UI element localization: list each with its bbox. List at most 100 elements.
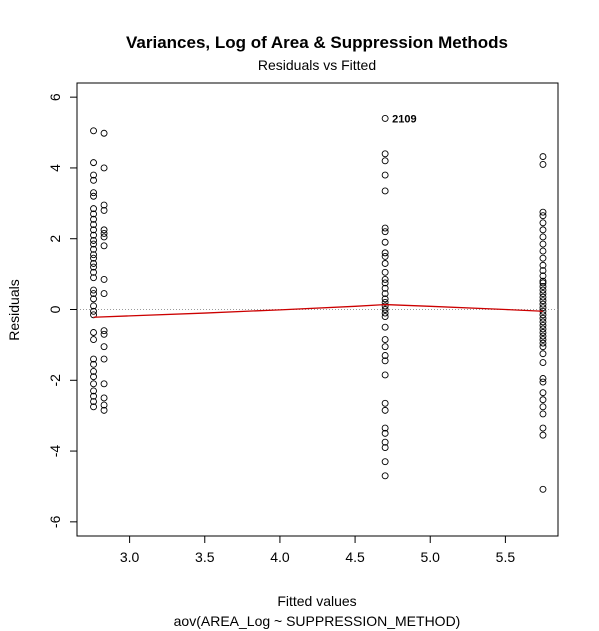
data-point: [539, 240, 547, 248]
data-point: [90, 254, 97, 262]
data-point: [90, 215, 97, 223]
data-point: [381, 275, 389, 283]
data-point: [381, 458, 389, 466]
data-point: [539, 293, 547, 301]
data-point: [100, 327, 108, 335]
data-point: [381, 249, 389, 257]
data-point: [381, 279, 389, 287]
data-point: [539, 277, 547, 285]
x-tick-label: 3.0: [120, 549, 140, 565]
x-tick-label: 4.0: [270, 549, 290, 565]
data-point: [539, 396, 547, 404]
data-point: [90, 290, 97, 298]
data-point: [539, 485, 547, 493]
data-point: [381, 114, 389, 122]
data-point: [539, 318, 547, 326]
data-point: [381, 228, 389, 236]
data-point: [90, 307, 97, 315]
data-point: [381, 399, 389, 407]
data-point: [381, 302, 389, 310]
data-point: [100, 406, 108, 414]
data-point: [539, 359, 547, 367]
data-point: [381, 371, 389, 379]
data-point: [539, 332, 547, 340]
data-point: [381, 252, 389, 260]
data-point: [381, 298, 389, 306]
data-point: [539, 247, 547, 255]
data-point: [539, 410, 547, 418]
data-point: [381, 260, 389, 267]
data-point: [539, 219, 547, 227]
y-tick-label: 2: [47, 235, 63, 243]
data-point: [381, 406, 389, 414]
y-tick-label: -4: [47, 445, 63, 458]
data-point: [100, 394, 108, 402]
chart-title: Variances, Log of Area & Suppression Met…: [126, 33, 508, 52]
data-point: [90, 260, 97, 267]
x-tick-label: 5.5: [496, 549, 516, 565]
data-point: [90, 176, 97, 184]
data-point: [100, 401, 108, 409]
data-point: [90, 295, 97, 303]
data-point: [90, 171, 97, 179]
data-point: [100, 201, 108, 209]
data-point: [539, 290, 547, 298]
data-point: [100, 233, 108, 241]
data-point: [381, 323, 389, 331]
data-point: [100, 206, 108, 214]
data-point: [539, 153, 547, 161]
x-tick-label: 3.5: [195, 549, 215, 565]
data-point: [539, 233, 547, 241]
data-point: [90, 221, 97, 229]
data-point: [539, 378, 547, 386]
data-point: [90, 302, 97, 310]
data-point: [381, 429, 389, 437]
y-tick-label: -2: [47, 374, 63, 387]
data-point: [539, 375, 547, 382]
data-point: [539, 314, 547, 322]
data-point: [381, 290, 389, 298]
data-point: [90, 189, 97, 197]
data-point: [381, 352, 389, 359]
data-point: [539, 226, 547, 234]
data-point: [539, 254, 547, 262]
data-point: [539, 272, 547, 280]
data-point: [90, 226, 97, 234]
data-point: [90, 329, 97, 336]
smoother-line: [93, 303, 543, 318]
point-label: 2109: [392, 113, 416, 125]
data-point: [539, 350, 547, 358]
data-point: [539, 336, 547, 344]
data-point: [539, 300, 547, 308]
data-point: [90, 205, 97, 213]
data-point: [90, 373, 97, 381]
data-point: [381, 313, 389, 321]
data-point: [539, 160, 547, 168]
data-point: [539, 286, 547, 294]
data-point: [90, 360, 97, 368]
data-point: [381, 309, 389, 317]
data-point: [381, 336, 389, 344]
data-point: [90, 392, 97, 400]
data-point: [381, 438, 389, 446]
data-point: [381, 444, 389, 451]
data-point: [90, 192, 97, 200]
data-point: [539, 424, 547, 432]
data-point: [100, 355, 108, 363]
data-point: [90, 336, 97, 344]
data-point: [539, 283, 547, 290]
data-point: [539, 325, 547, 333]
y-tick-label: 6: [47, 93, 63, 101]
data-point: [539, 343, 547, 351]
data-point: [381, 284, 389, 292]
chart-subtitle: Residuals vs Fitted: [258, 57, 376, 73]
data-point: [90, 240, 97, 248]
y-axis-label: Residuals: [6, 279, 22, 340]
data-point: [90, 355, 97, 363]
data-point: [90, 311, 97, 319]
data-point: [90, 387, 97, 395]
data-point: [100, 242, 108, 250]
y-axis: -6 -4 -2 0 2 4 6: [47, 93, 78, 528]
residual-points: [90, 114, 547, 493]
